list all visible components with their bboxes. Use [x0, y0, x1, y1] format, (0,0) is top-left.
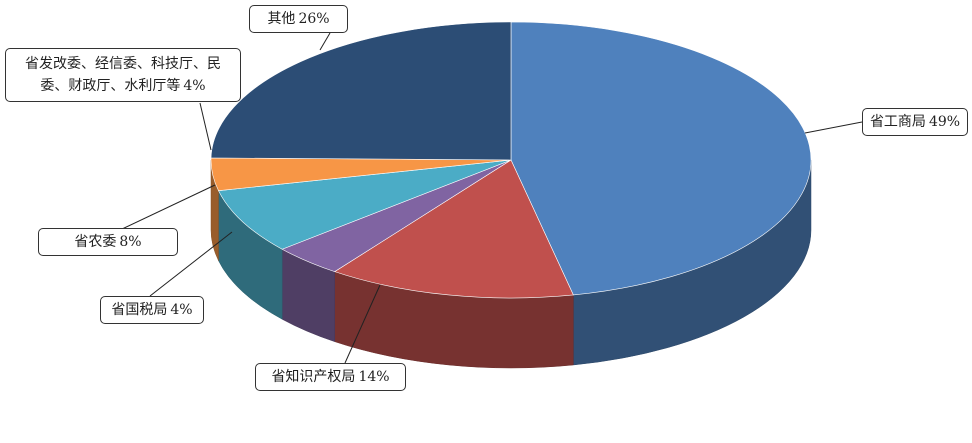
leader-line [319, 32, 331, 51]
leader-line [344, 284, 381, 364]
slice [210, 21, 512, 161]
value-label: 14% [358, 369, 390, 385]
data-label: 省发改委、经信委、科技厅、民委、财政厅、水利厅等 4% [5, 48, 241, 102]
data-label: 省国税局 4% [100, 296, 204, 324]
slice [510, 21, 812, 296]
data-label: 省知识产权局 14% [255, 363, 406, 391]
data-label: 省农委 8% [38, 228, 178, 256]
category-label: 省农委 [74, 234, 117, 250]
category-label: 省知识产权局 [271, 369, 356, 385]
category-label: 其他 [267, 11, 296, 27]
leader-line [149, 231, 233, 297]
value-label: 4% [183, 78, 206, 94]
value-label: 4% [170, 302, 193, 318]
data-label: 其他 26% [249, 5, 348, 33]
value-label: 8% [119, 234, 142, 250]
value-label: 26% [298, 11, 330, 27]
value-label: 49% [928, 114, 961, 130]
category-label: 省工商局 [869, 114, 926, 130]
category-label: 省发改委、经信委、科技厅、民委、财政厅、水利厅等 [25, 56, 221, 94]
category-label: 省国税局 [111, 302, 168, 318]
data-label: 省工商局 49% [862, 108, 968, 136]
leader-line [804, 121, 863, 134]
leader-line [119, 184, 216, 231]
leader-line [199, 102, 212, 151]
slice [333, 159, 574, 299]
slice [218, 159, 512, 250]
